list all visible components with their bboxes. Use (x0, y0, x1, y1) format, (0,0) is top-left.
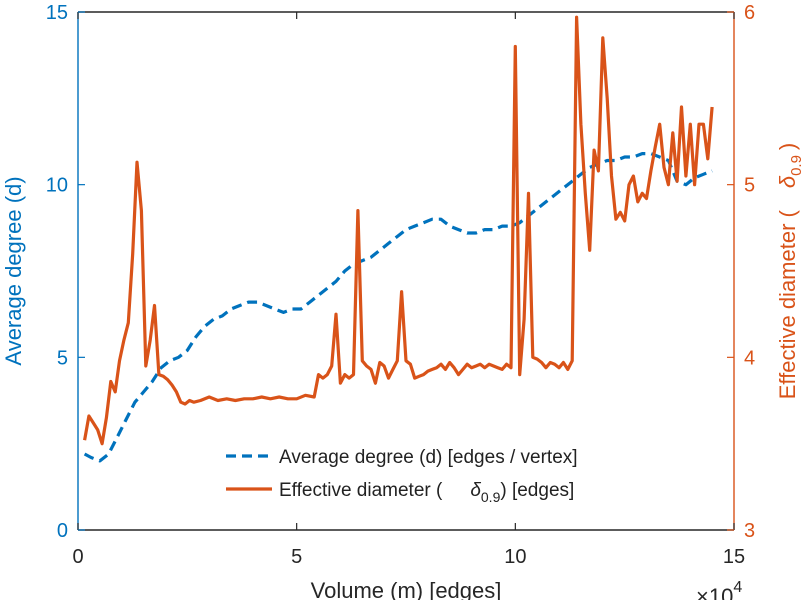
x-axis-exponent-power: 4 (733, 579, 742, 596)
right-y-axis-label-prefix: Effective diameter ( (775, 209, 800, 399)
right-y-axis-label-subscript: 0.9 (788, 155, 805, 176)
right-y-tick-label: 4 (744, 347, 755, 369)
right-y-axis-label: Effective diameter ( δ0.9) (775, 143, 805, 400)
x-tick-label: 10 (504, 546, 526, 568)
right-y-axis-label-symbol: δ (775, 175, 800, 188)
legend: Average degree (d) [edges / vertex] Effe… (226, 447, 578, 505)
legend-label-effective-diameter-suffix: ) [edges] (500, 480, 574, 501)
x-axis-exponent-base: ×10 (696, 584, 733, 600)
x-axis-exponent: ×104 (696, 579, 742, 600)
right-y-tick-label: 6 (744, 2, 755, 24)
right-y-tick-label: 5 (744, 175, 755, 197)
right-y-axis-label-suffix: ) (775, 143, 800, 150)
x-axis-label: Volume (m) [edges] (311, 578, 502, 600)
x-tick-label: 0 (72, 546, 83, 568)
legend-label-effective-diameter-symbol: δ (470, 480, 481, 501)
left-y-axis-label: Average degree (d) (1, 176, 26, 365)
plot-lines (83, 15, 714, 463)
left-y-tick-label: 10 (46, 175, 68, 197)
x-tick-label: 15 (723, 546, 745, 568)
legend-label-effective-diameter-prefix: Effective diameter ( (279, 480, 443, 501)
series-average-degree-line (83, 152, 713, 463)
left-y-tick-label: 5 (57, 347, 68, 369)
legend-label-average-degree: Average degree (d) [edges / vertex] (279, 447, 578, 468)
series-effective-diameter-line (83, 15, 714, 446)
axis-ticks: 0 5 10 15 0 5 10 15 3 4 5 6 (46, 2, 755, 568)
left-y-tick-label: 0 (57, 520, 68, 542)
legend-label-effective-diameter: Effective diameter ( δ0.9) [edges] (279, 480, 574, 505)
left-y-tick-label: 15 (46, 2, 68, 24)
x-tick-label: 5 (291, 546, 302, 568)
right-y-tick-label: 3 (744, 520, 755, 542)
legend-label-effective-diameter-subscript: 0.9 (481, 489, 501, 505)
